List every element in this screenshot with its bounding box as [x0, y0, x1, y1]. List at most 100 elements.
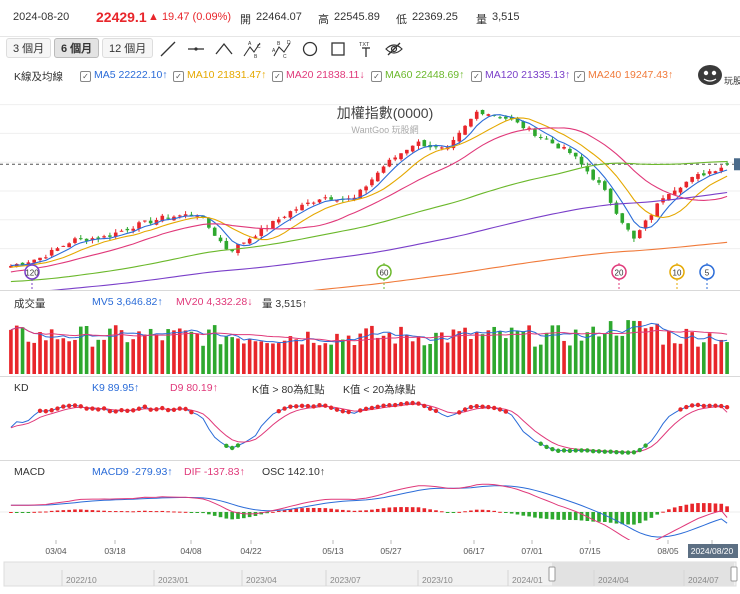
ma5-checkbox[interactable]: ✓ [80, 71, 91, 82]
candlestick-chart[interactable]: 加權指數(0000) WantGoo 玩股網 120 60 20 10 5 [0, 88, 740, 290]
candle-body [451, 139, 456, 149]
date-axis-and-navigator: 03/04 03/18 04/08 04/22 05/13 05/27 06/17 07/01… [3, 540, 738, 587]
volume-chart[interactable] [0, 292, 740, 376]
volume-bar [439, 332, 444, 374]
osc-bar [90, 510, 95, 512]
osc-bar [78, 509, 83, 512]
osc-bar [73, 509, 77, 512]
range-3m-button[interactable]: 3 個月 [6, 38, 52, 58]
volume-bar [562, 340, 566, 374]
kd-panel: KD K9 89.95↑ D9 80.19↑ K值 > 80為紅點 K值 < 2… [0, 378, 740, 460]
osc-bar [300, 508, 304, 512]
navigator-window[interactable] [552, 562, 734, 586]
ma20-checkbox[interactable]: ✓ [272, 71, 283, 82]
hide-drawings-icon[interactable] [384, 39, 404, 59]
osc-bar [573, 512, 578, 521]
kd-red-dot [334, 407, 340, 412]
kd-red-dot [433, 408, 439, 413]
osc-bar [445, 512, 450, 513]
angle-tool-icon[interactable] [214, 39, 234, 59]
ma60-label: MA60 22448.69↑ [385, 69, 465, 81]
volume-bar [509, 327, 514, 374]
macd-chart[interactable] [0, 462, 740, 540]
candle-body [579, 156, 584, 165]
osc-bar [271, 511, 275, 513]
navigator-right-handle[interactable] [730, 566, 738, 582]
circle-tool-icon[interactable] [300, 39, 320, 59]
osc-bar [166, 511, 170, 513]
rectangle-tool-icon[interactable] [328, 39, 348, 59]
volume-bar [701, 342, 706, 374]
volume-bar [649, 326, 654, 374]
candle-body [637, 230, 642, 239]
osc-bar [684, 504, 689, 512]
osc-bar [701, 503, 706, 512]
candle-body [597, 180, 601, 183]
candle-body [113, 232, 118, 237]
abcd-pattern-tool-icon[interactable]: A B C D [272, 39, 292, 59]
quote-header: 2024-08-20 22429.1 ▲ 19.47 (0.09%) 開 224… [0, 0, 740, 37]
candle-body [230, 249, 234, 252]
ma20-toggle[interactable]: ✓ MA20 21838.11↓ [272, 69, 365, 82]
volume-bar [195, 333, 200, 374]
kd-red-dot [148, 407, 153, 412]
osc-bar [67, 509, 71, 512]
volume-bar [166, 329, 170, 374]
candle-body [177, 215, 182, 217]
kd-red-dot [474, 403, 479, 409]
kd-red-dot [695, 402, 701, 408]
candle-body [317, 199, 322, 203]
kd-red-dot [96, 407, 101, 412]
kd-green-dot [579, 448, 584, 453]
macd-series [0, 483, 740, 540]
osc-bar [556, 512, 561, 520]
osc-bar [242, 512, 246, 519]
ma120-toggle[interactable]: ✓ MA120 21335.13↑ [471, 69, 570, 82]
kd-green-dot [235, 443, 241, 448]
kd-red-dot [393, 402, 398, 408]
volume-bar [306, 331, 310, 374]
ma60-toggle[interactable]: ✓ MA60 22448.69↑ [371, 69, 464, 82]
ma10-checkbox[interactable]: ✓ [173, 71, 184, 82]
mv5-label: MV5 3,646.82↑ [92, 296, 163, 308]
ma120-checkbox[interactable]: ✓ [471, 71, 482, 82]
osc-bar [637, 512, 642, 524]
volume-bar [9, 329, 13, 374]
volume-bar [474, 332, 479, 374]
ma10-toggle[interactable]: ✓ MA10 21831.47↑ [173, 69, 266, 82]
osc-bar [713, 503, 718, 512]
range-12m-button[interactable]: 12 個月 [102, 38, 154, 58]
ma5-toggle[interactable]: ✓ MA5 22222.10↑ [80, 69, 168, 82]
ma240-toggle[interactable]: ✓ MA240 19247.43↑ [574, 69, 673, 82]
kd-green-dot [538, 441, 543, 446]
osc-bar [719, 503, 724, 512]
ma-counter-label: 60 [380, 269, 389, 278]
text-tool-icon[interactable]: TXT [356, 39, 376, 59]
osc-bar [451, 512, 456, 513]
line-tool-icon[interactable] [158, 39, 178, 59]
volume-bar [556, 325, 561, 374]
kd-green-dot [585, 448, 590, 453]
candle-body [719, 167, 724, 172]
candle-body [207, 217, 211, 228]
kd-title: KD [14, 382, 29, 394]
volume-bar [364, 328, 368, 374]
volume-bar [492, 326, 496, 374]
volume-bar [393, 343, 398, 374]
volume-series [9, 320, 729, 374]
kd-red-dot [416, 401, 421, 406]
horizontal-line-tool-icon[interactable] [186, 39, 206, 59]
kd-red-dot [78, 404, 83, 409]
kd-red-dot [468, 404, 474, 410]
osc-bar [480, 509, 485, 512]
ma240-checkbox[interactable]: ✓ [574, 71, 585, 82]
range-6m-button[interactable]: 6 個月 [54, 38, 100, 58]
kd-red-dot [323, 403, 328, 408]
candle-body [667, 194, 671, 201]
candle-body [399, 153, 403, 160]
ma60-checkbox[interactable]: ✓ [371, 71, 382, 82]
kd-red-dot [282, 406, 287, 411]
navigator-left-handle[interactable] [548, 566, 556, 582]
abc-pattern-tool-icon[interactable]: A B C [242, 39, 262, 59]
kd-chart[interactable] [0, 378, 740, 460]
